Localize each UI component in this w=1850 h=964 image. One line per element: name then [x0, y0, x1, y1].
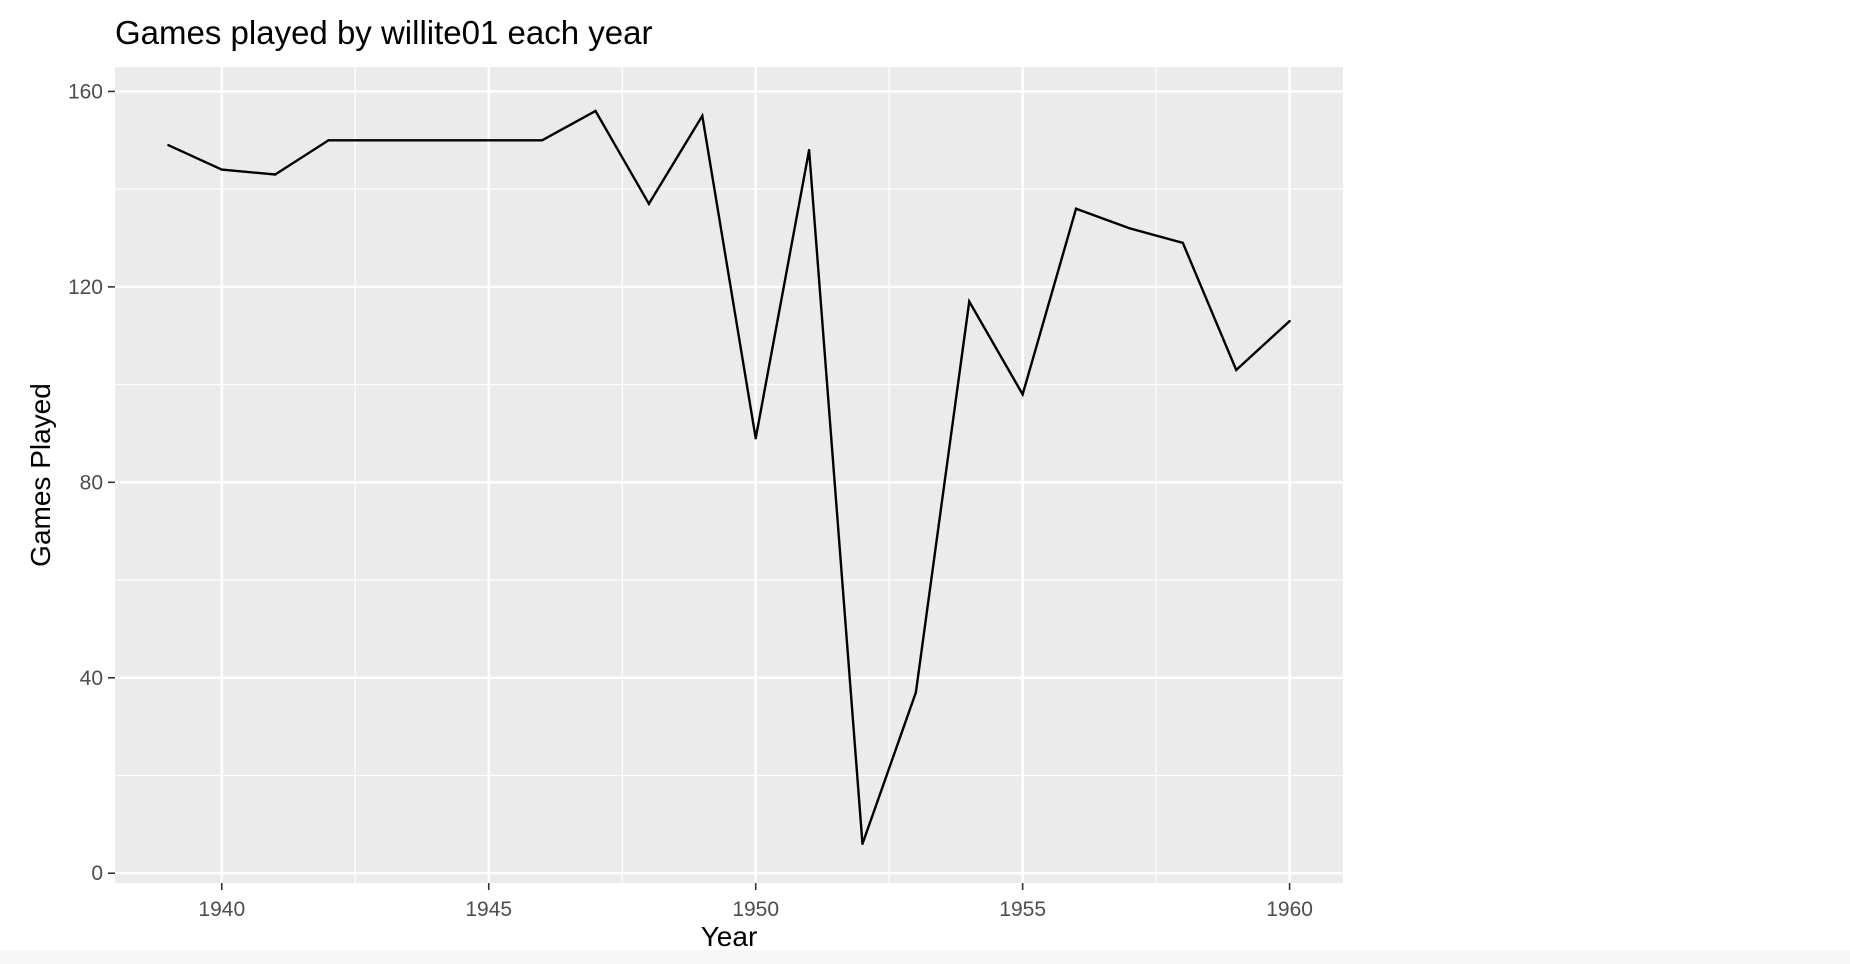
data-point: [754, 437, 757, 440]
data-point: [914, 691, 918, 694]
plot-panel: [115, 67, 1343, 883]
data-point: [167, 143, 170, 147]
x-tick-label: 1960: [1266, 898, 1313, 921]
data-point: [968, 300, 971, 303]
data-point: [861, 842, 864, 846]
y-tick-label: 120: [68, 276, 103, 299]
x-tick-label: 1955: [999, 898, 1046, 921]
data-point: [1288, 319, 1291, 323]
data-point: [1235, 368, 1238, 372]
data-point: [1128, 227, 1131, 230]
y-axis-title: Games Played: [25, 383, 56, 567]
y-tick-label: 160: [68, 80, 103, 103]
data-point: [594, 109, 597, 113]
chart-title: Games played by willite01 each year: [115, 14, 652, 51]
axis-ticks: [108, 90, 1291, 890]
data-point: [1021, 393, 1024, 396]
data-point: [327, 139, 330, 142]
data-point: [1074, 207, 1078, 210]
x-axis-title: Year: [701, 921, 758, 950]
data-point: [807, 148, 811, 152]
data-layer: [167, 109, 1291, 846]
x-tick-label: 1945: [465, 898, 512, 921]
data-point: [701, 114, 704, 118]
minor-gridlines: [115, 67, 1343, 883]
y-tick-label: 80: [80, 471, 103, 494]
data-point: [1181, 241, 1185, 245]
y-tick-label: 40: [80, 667, 103, 690]
window-bottom-strip: [0, 950, 1850, 964]
x-tick-label: 1950: [732, 898, 779, 921]
data-point: [540, 139, 544, 142]
tick-labels: 1940 1945 1950 1955 1960 0 40 80 120 160: [68, 80, 1313, 921]
data-point: [647, 202, 651, 206]
data-point: [273, 173, 277, 176]
data-point: [220, 168, 223, 171]
y-tick-label: 0: [91, 862, 103, 885]
major-gridlines: [115, 67, 1343, 883]
x-tick-label: 1940: [198, 898, 245, 921]
